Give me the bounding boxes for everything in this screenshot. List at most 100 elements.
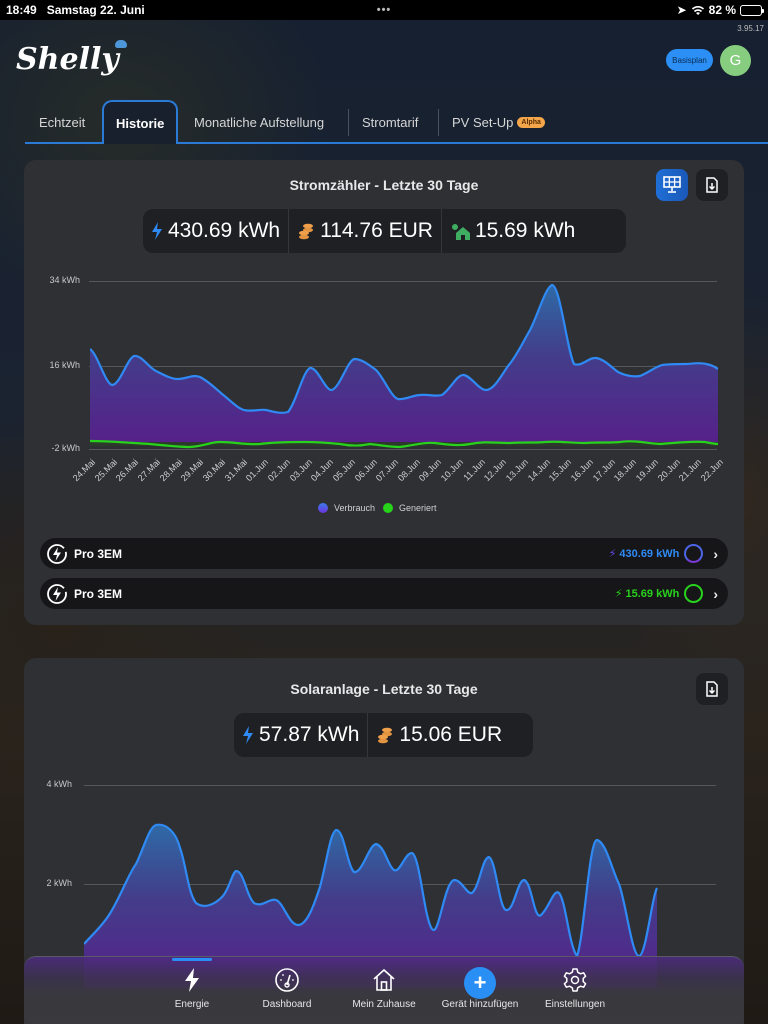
nav-energie[interactable]: Energie xyxy=(137,967,247,1010)
solar-chart[interactable] xyxy=(84,778,718,988)
stat-energy-value: 430.69 kWh xyxy=(168,219,281,242)
stat-cost: 114.76 EUR xyxy=(289,209,442,253)
tab-underline xyxy=(25,142,768,144)
status-time: 18:49 xyxy=(6,3,37,17)
coins-icon xyxy=(378,727,393,744)
tab-historie[interactable]: Historie xyxy=(102,100,179,144)
nav-mein-zuhause[interactable]: Mein Zuhause xyxy=(329,967,439,1010)
nav-dashboard[interactable]: Dashboard xyxy=(232,967,342,1010)
tab-label: Echtzeit xyxy=(39,114,86,130)
legend-consumption-dot xyxy=(318,503,328,513)
legend-generated-label[interactable]: Generiert xyxy=(399,503,437,513)
bolt-icon: ⚡ xyxy=(614,588,623,600)
meter-stats: 430.69 kWh 114.76 EUR 15.69 kWh xyxy=(143,209,626,253)
device-name: Pro 3EM xyxy=(74,546,123,561)
nav-label: Einstellungen xyxy=(544,999,606,1010)
bolt-icon xyxy=(152,222,162,240)
status-bar: 18:49 Samstag 22. Juni ••• ➤ 82 % xyxy=(0,0,768,20)
card-title: Stromzähler - Letzte 30 Tage xyxy=(289,177,479,193)
battery-icon xyxy=(740,4,764,16)
y-tick: -2 kWh xyxy=(51,443,80,453)
multitasking-dots[interactable]: ••• xyxy=(376,4,392,16)
device-row-generated[interactable]: Pro 3EM ⚡ 15.69 kWh › xyxy=(40,578,728,609)
stat-energy: 57.87 kWh xyxy=(234,713,369,757)
cloud-icon xyxy=(114,40,127,48)
nav-geraet-hinzufuegen[interactable]: + Gerät hinzufügen xyxy=(425,967,535,1010)
file-download-icon xyxy=(706,177,718,193)
stat-generated-value: 15.69 kWh xyxy=(474,219,576,242)
tab-label: Monatliche Aufstellung xyxy=(194,114,325,130)
status-date: Samstag 22. Juni xyxy=(46,3,145,17)
bolt-icon xyxy=(185,968,199,992)
y-tick: 4 kWh xyxy=(46,779,72,789)
solar-area xyxy=(84,824,657,988)
bottom-navigation: Energie Dashboard Mein Zuhause + Gerät h… xyxy=(24,956,744,1024)
legend-consumption-label[interactable]: Verbrauch xyxy=(334,503,376,513)
generated-line xyxy=(90,439,718,449)
solar-home-icon xyxy=(451,224,470,240)
consumption-chart[interactable] xyxy=(90,275,718,455)
meter-history-card: Stromzähler - Letzte 30 Tage 430.69 kWh … xyxy=(24,160,744,625)
nav-label: Mein Zuhause xyxy=(352,999,416,1010)
generated-area xyxy=(90,442,718,446)
stat-cost: 15.06 EUR xyxy=(368,713,510,757)
device-value-text: 430.69 kWh xyxy=(619,547,680,560)
device-row-consumption[interactable]: Pro 3EM ⚡ 430.69 kWh › xyxy=(40,538,728,569)
plus-icon: + xyxy=(464,967,496,999)
grid-line xyxy=(89,366,717,367)
ring-icon xyxy=(684,584,704,603)
solar-toggle-button[interactable] xyxy=(656,169,688,201)
y-tick: 2 kWh xyxy=(46,878,72,888)
coins-icon xyxy=(299,223,314,240)
device-value-text: 15.69 kWh xyxy=(625,587,680,600)
consumption-area xyxy=(90,285,718,442)
device-value: ⚡ 430.69 kWh xyxy=(608,547,680,561)
consumption-line xyxy=(90,283,718,414)
tab-label: Stromtarif xyxy=(362,114,419,130)
ring-icon xyxy=(684,544,704,563)
tab-pv-setup[interactable]: PV Set-Up Alpha xyxy=(440,100,557,144)
shelly-logo: Shelly xyxy=(16,40,127,77)
chevron-right-icon: › xyxy=(713,545,718,562)
file-download-icon xyxy=(706,681,718,697)
chart-legend: Verbrauch Generiert xyxy=(318,503,437,513)
solar-panel-icon xyxy=(663,176,681,193)
gear-icon xyxy=(563,968,587,992)
stat-energy: 430.69 kWh xyxy=(143,209,290,253)
device-bolt-circle-icon xyxy=(47,543,67,564)
tab-label: PV Set-Up xyxy=(452,114,514,130)
card-title: Solaranlage - Letzte 30 Tage xyxy=(290,681,478,697)
grid-line xyxy=(84,785,716,786)
logo-text: Shelly xyxy=(16,42,119,77)
legend-generated-dot xyxy=(383,503,394,513)
grid-line xyxy=(89,449,717,450)
tab-echtzeit[interactable]: Echtzeit xyxy=(27,100,97,144)
plan-button[interactable]: Basisplan xyxy=(666,49,713,71)
tab-monatliche-aufstellung[interactable]: Monatliche Aufstellung xyxy=(182,100,336,144)
stat-cost-value: 114.76 EUR xyxy=(320,219,433,242)
stat-energy-value: 57.87 kWh xyxy=(259,723,360,746)
avatar[interactable]: G xyxy=(720,45,751,76)
bolt-icon xyxy=(243,726,253,744)
nav-einstellungen[interactable]: Einstellungen xyxy=(520,967,630,1010)
tab-label: Historie xyxy=(116,115,165,131)
nav-label: Gerät hinzufügen xyxy=(441,999,519,1010)
nav-active-indicator xyxy=(172,958,212,961)
y-tick: 16 kWh xyxy=(49,360,80,370)
bolt-icon: ⚡ xyxy=(608,548,617,560)
device-name: Pro 3EM xyxy=(74,586,123,601)
app-version: 3.95.17 xyxy=(737,24,764,33)
grid-line xyxy=(89,281,717,282)
device-bolt-circle-icon xyxy=(47,583,67,604)
nav-label: Energie xyxy=(174,999,210,1010)
stat-cost-value: 15.06 EUR xyxy=(399,723,503,746)
export-button[interactable] xyxy=(696,673,728,705)
tab-stromtarif[interactable]: Stromtarif xyxy=(350,100,430,144)
stat-generated: 15.69 kWh xyxy=(442,209,583,253)
export-button[interactable] xyxy=(696,169,728,201)
gauge-icon xyxy=(275,968,299,992)
nav-label: Dashboard xyxy=(262,999,312,1010)
location-icon: ➤ xyxy=(676,3,687,17)
solar-stats: 57.87 kWh 15.06 EUR xyxy=(234,713,533,757)
tab-divider xyxy=(348,109,349,136)
